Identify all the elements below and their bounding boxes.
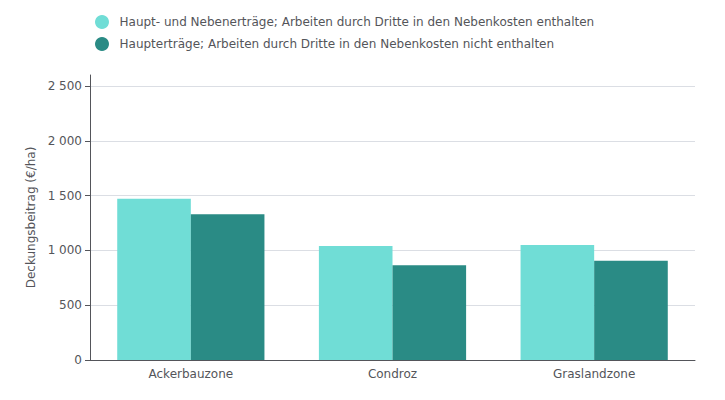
svg-text:Haupterträge; Arbeiten durch D: Haupterträge; Arbeiten durch Dritte in d… [120, 37, 555, 51]
svg-text:2 000: 2 000 [48, 134, 82, 148]
svg-text:Condroz: Condroz [368, 367, 417, 381]
svg-text:Ackerbauzone: Ackerbauzone [149, 367, 234, 381]
svg-text:1 500: 1 500 [48, 189, 82, 203]
svg-text:2 500: 2 500 [48, 79, 82, 93]
svg-text:Haupt- und Nebenerträge; Arbei: Haupt- und Nebenerträge; Arbeiten durch … [120, 15, 595, 29]
svg-text:Deckungsbeitrag (€/ha): Deckungsbeitrag (€/ha) [24, 147, 38, 289]
svg-text:0: 0 [74, 353, 82, 367]
svg-text:500: 500 [59, 298, 82, 312]
svg-text:Graslandzone: Graslandzone [553, 367, 635, 381]
svg-text:1 000: 1 000 [48, 243, 82, 257]
